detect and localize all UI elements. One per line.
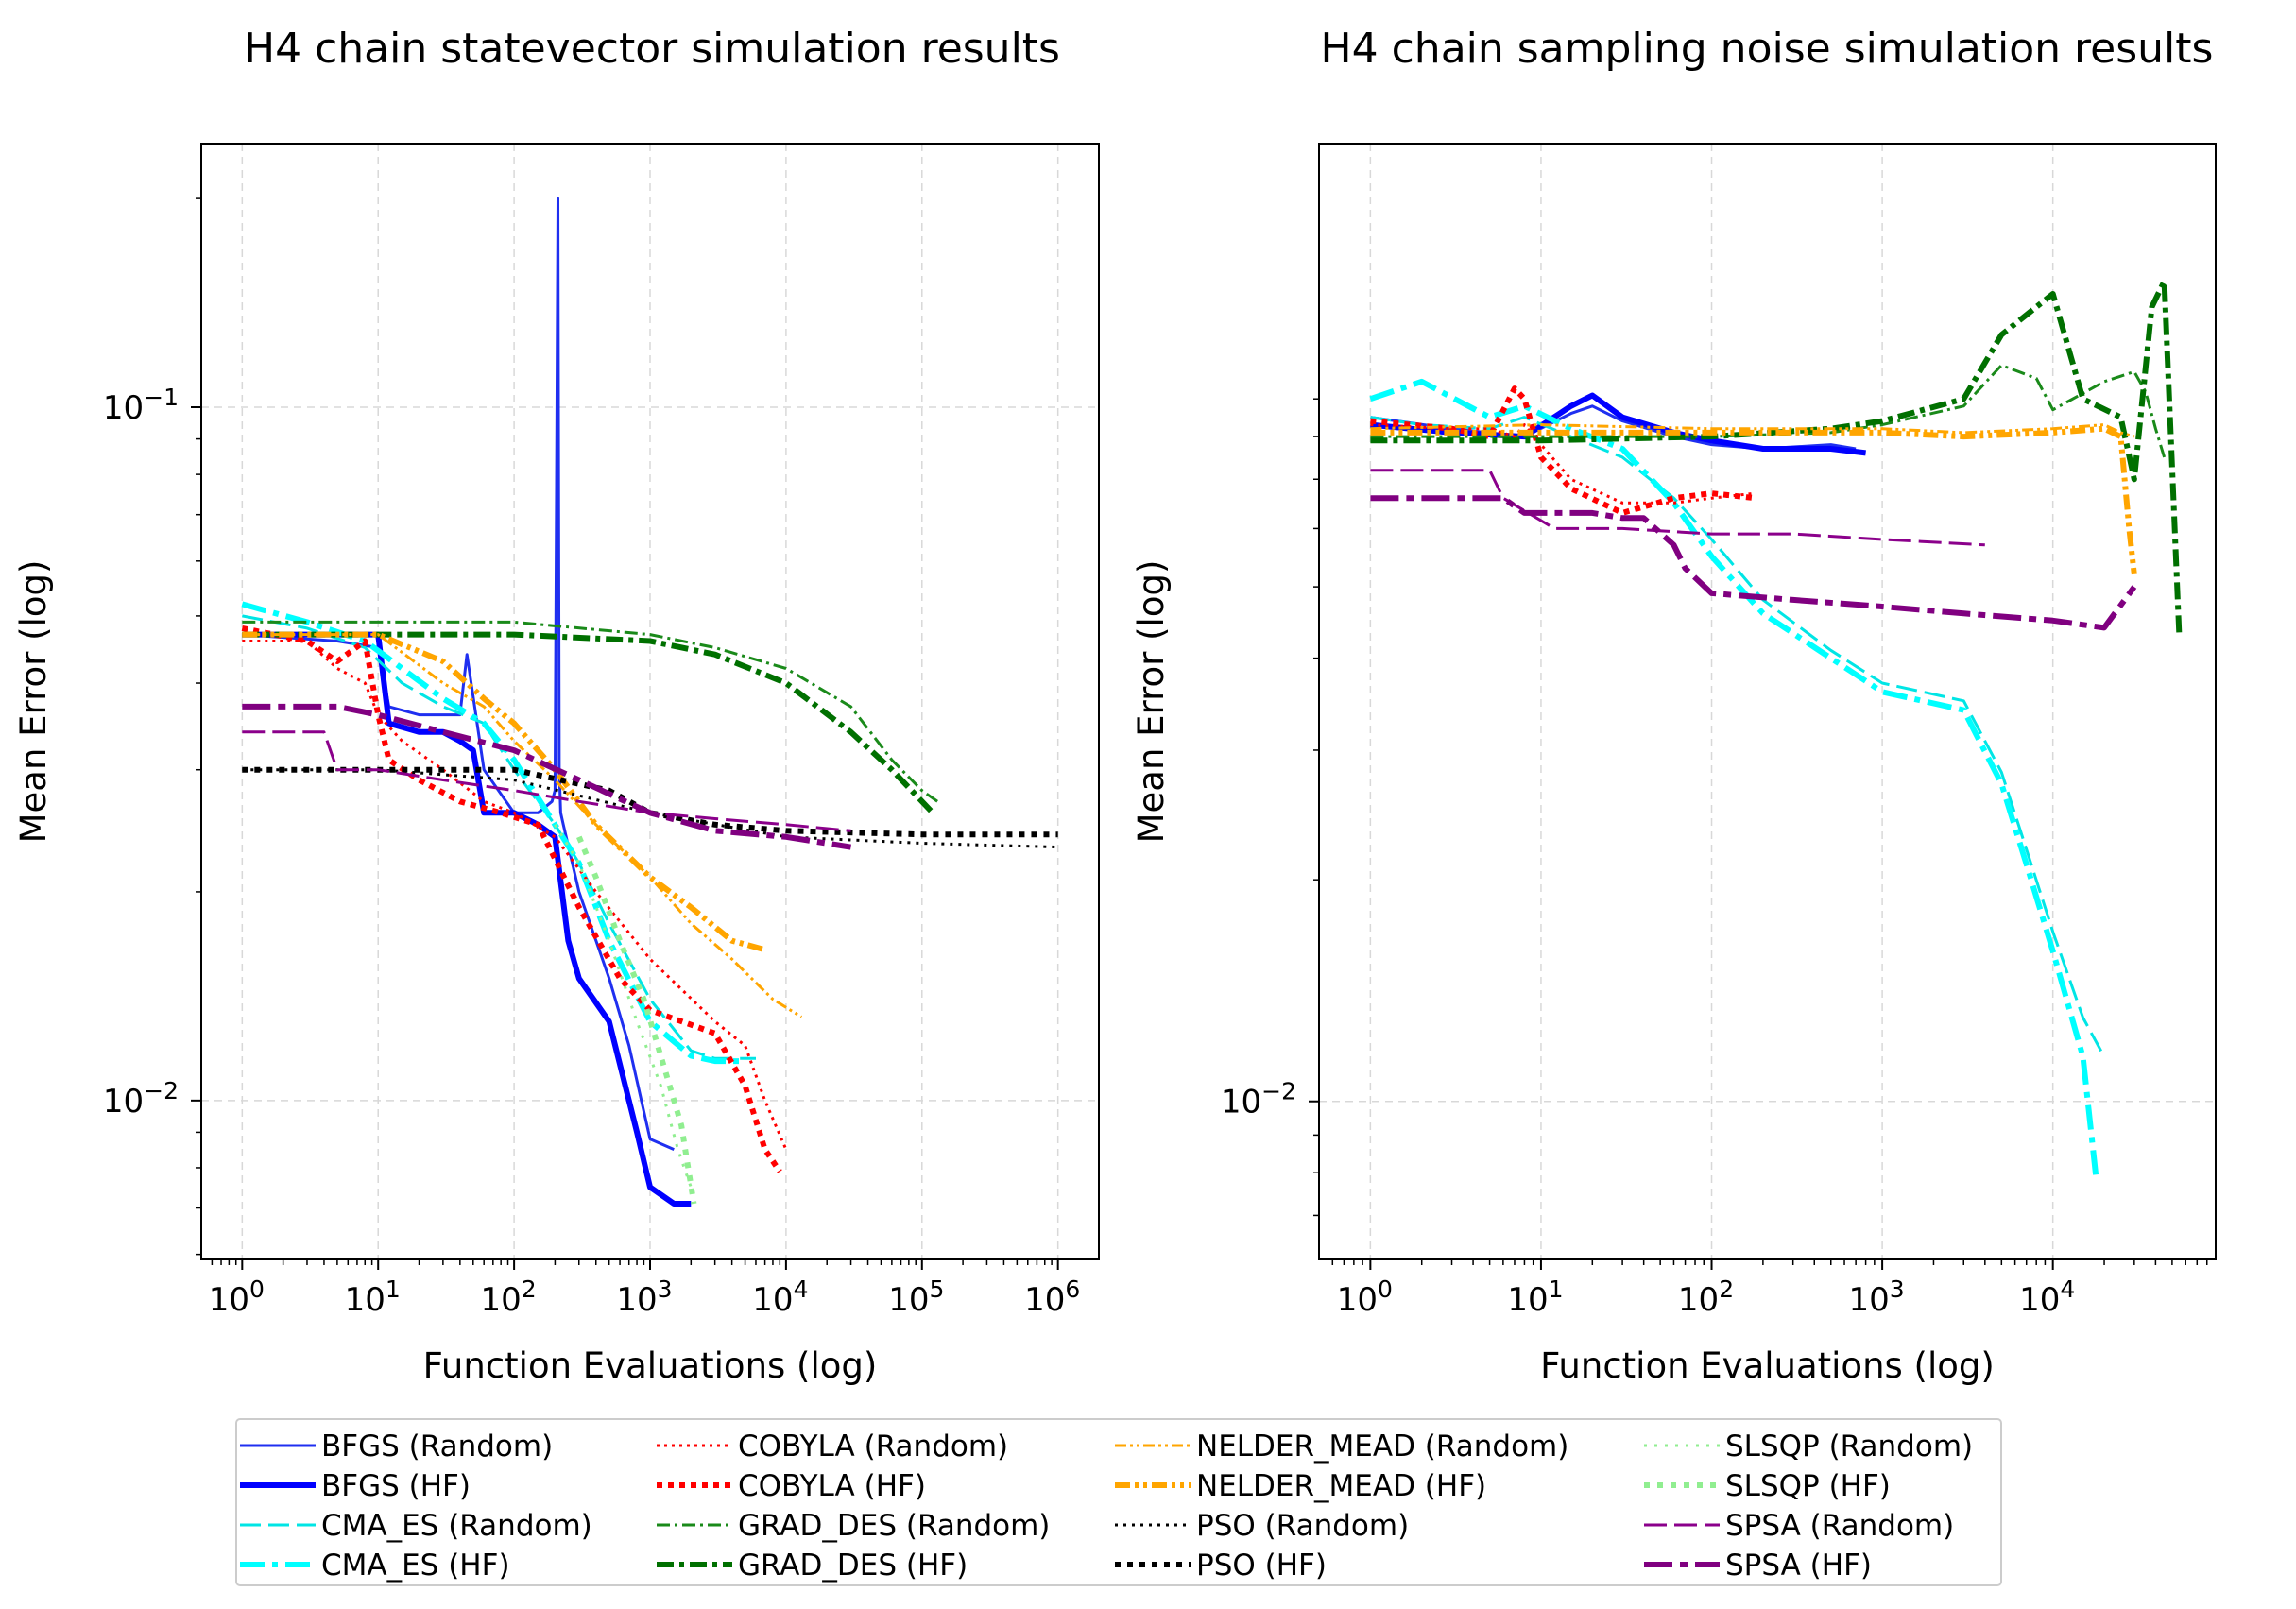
- series-line-cobyla-random: [242, 640, 788, 1151]
- legend-label: SPSA (Random): [1725, 1509, 1954, 1543]
- series-line-nelder-mead-random: [1370, 423, 2135, 438]
- series-line-grad-des-random: [242, 620, 939, 803]
- series-line-cobyla-random: [1370, 423, 1756, 505]
- x-tick-label: 100: [209, 1275, 265, 1319]
- x-tick-label: 102: [481, 1275, 537, 1319]
- grid: [1319, 144, 2216, 1259]
- legend-label: SLSQP (HF): [1725, 1469, 1891, 1503]
- y-tick-label: 10−1: [103, 384, 179, 427]
- legend: BFGS (Random) BFGS (HF) CMA_ES (Random) CMA…: [235, 1418, 2002, 1586]
- x-tick-label: 104: [2019, 1275, 2075, 1319]
- legend-label: PSO (HF): [1196, 1549, 1327, 1583]
- legend-item-nelder-mead-hf: NELDER_MEAD (HF): [1115, 1469, 1486, 1503]
- y-axis-label: Mean Error (log): [13, 560, 54, 844]
- legend-item-spsa-hf: SPSA (HF): [1644, 1549, 1872, 1583]
- chart-title: H4 chain sampling noise simulation resul…: [1321, 25, 2214, 73]
- legend-label: COBYLA (Random): [738, 1429, 1008, 1464]
- legend-label: NELDER_MEAD (Random): [1196, 1429, 1568, 1464]
- legend-item-nelder-mead-random: NELDER_MEAD (Random): [1115, 1429, 1568, 1464]
- series-line-spsa-hf: [242, 703, 851, 850]
- series-line-bfgs-random: [242, 197, 675, 1151]
- plot-panel-2: H4 chain sampling noise simulation resul…: [1131, 25, 2217, 1386]
- legend-label: SLSQP (Random): [1725, 1429, 1973, 1464]
- x-tick-label: 104: [752, 1275, 808, 1319]
- legend-label: COBYLA (HF): [738, 1469, 926, 1503]
- x-axis-label: Function Evaluations (log): [1540, 1345, 1995, 1386]
- series-group: [1369, 278, 2183, 1182]
- grid: [201, 144, 1099, 1259]
- legend-label: BFGS (Random): [321, 1429, 553, 1464]
- series-line-spsa-random: [242, 730, 851, 832]
- legend-item-spsa-random: SPSA (Random): [1644, 1509, 1954, 1543]
- x-tick-label: 103: [616, 1275, 672, 1319]
- series-group: [241, 197, 1058, 1207]
- series-line-grad-des-random: [1370, 364, 2167, 458]
- x-tick-label: 105: [888, 1275, 944, 1319]
- series-line-nelder-mead-hf: [1370, 425, 2137, 575]
- y-tick-label: 10−2: [103, 1077, 179, 1121]
- legend-item-cma-es-hf: CMA_ES (HF): [240, 1549, 510, 1583]
- x-tick-label: 103: [1849, 1275, 1905, 1319]
- chart-title: H4 chain statevector simulation results: [244, 25, 1060, 73]
- plot-panel-1: H4 chain statevector simulation results F…: [13, 25, 1100, 1386]
- legend-item-bfgs-random: BFGS (Random): [240, 1429, 553, 1464]
- series-line-cobyla-hf: [1370, 385, 1756, 516]
- legend-label: BFGS (HF): [321, 1469, 471, 1503]
- legend-label: GRAD_DES (Random): [738, 1509, 1050, 1543]
- x-tick-label: 102: [1678, 1275, 1734, 1319]
- series-line-spsa-hf: [1370, 495, 2137, 631]
- legend-label: NELDER_MEAD (HF): [1196, 1469, 1486, 1503]
- legend-item-cobyla-random: COBYLA (Random): [657, 1429, 1008, 1464]
- legend-item-bfgs-hf: BFGS (HF): [240, 1469, 471, 1503]
- series-line-spsa-random: [1370, 469, 1985, 547]
- legend-label: GRAD_DES (HF): [738, 1549, 968, 1583]
- legend-label: CMA_ES (Random): [321, 1509, 592, 1543]
- series-line-pso-hf: [242, 766, 1058, 838]
- x-tick-label: 100: [1337, 1275, 1393, 1319]
- legend-label: SPSA (HF): [1725, 1549, 1872, 1583]
- y-tick-label: 10−2: [1221, 1078, 1296, 1121]
- x-axis-label: Function Evaluations (log): [423, 1345, 878, 1386]
- series-line-grad-des-hf: [242, 631, 935, 815]
- legend-item-slsqp-hf: SLSQP (HF): [1644, 1469, 1891, 1503]
- x-tick-label: 101: [345, 1275, 401, 1319]
- legend-item-grad-des-random: GRAD_DES (Random): [657, 1509, 1050, 1543]
- legend-item-slsqp-random: SLSQP (Random): [1644, 1429, 1973, 1464]
- series-line-cobyla-hf: [241, 625, 782, 1173]
- series-line-nelder-mead-random: [242, 633, 803, 1018]
- x-tick-label: 106: [1024, 1275, 1080, 1319]
- plot-frame: [1318, 143, 2217, 1260]
- legend-item-pso-hf: PSO (HF): [1115, 1549, 1327, 1583]
- legend-item-cobyla-hf: COBYLA (HF): [657, 1469, 926, 1503]
- legend-item-grad-des-hf: GRAD_DES (HF): [657, 1549, 968, 1583]
- legend-label: CMA_ES (HF): [321, 1549, 510, 1583]
- series-line-cma-es-hf: [1369, 378, 2099, 1182]
- x-tick-label: 101: [1507, 1275, 1563, 1319]
- series-line-slsqp-hf: [576, 835, 697, 1205]
- legend-item-cma-es-random: CMA_ES (Random): [240, 1509, 592, 1543]
- y-axis-label: Mean Error (log): [1131, 560, 1172, 844]
- series-line-grad-des-hf: [1370, 278, 2183, 636]
- legend-item-pso-random: PSO (Random): [1115, 1509, 1409, 1543]
- legend-label: PSO (Random): [1196, 1509, 1409, 1543]
